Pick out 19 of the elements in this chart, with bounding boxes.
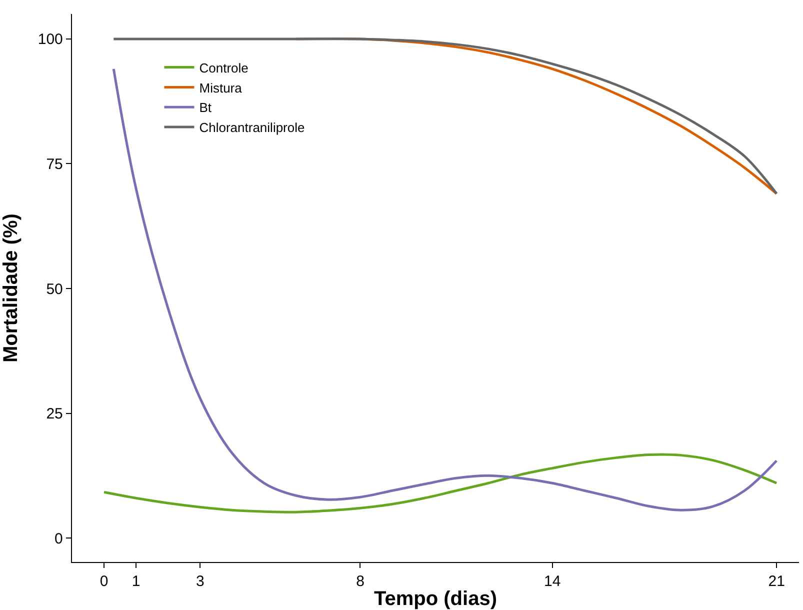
line-series	[112, 38, 778, 195]
x-tick-label: 21	[768, 573, 785, 590]
y-tick-label: 100	[38, 31, 63, 48]
y-tick-label: 50	[46, 280, 63, 298]
legend-label: Chlorantraniliprole	[199, 120, 305, 136]
legend-label: Bt	[199, 100, 212, 116]
y-tick-label: 25	[46, 406, 63, 423]
line-series	[102, 453, 778, 514]
x-tick-label: 3	[196, 573, 204, 590]
x-tick-label: 8	[356, 573, 364, 590]
y-axis-title: Mortalidade (%)	[0, 214, 22, 362]
x-tick-label: 0	[100, 573, 108, 590]
x-tick-label: 1	[132, 573, 140, 590]
legend-label: Mistura	[199, 80, 243, 96]
x-tick-label: 14	[544, 573, 561, 590]
x-axis-title: Tempo (dias)	[374, 588, 497, 610]
y-tick-label: 0	[54, 530, 63, 548]
legend-label: Controle	[199, 60, 248, 76]
y-tick-label: 75	[46, 156, 63, 173]
